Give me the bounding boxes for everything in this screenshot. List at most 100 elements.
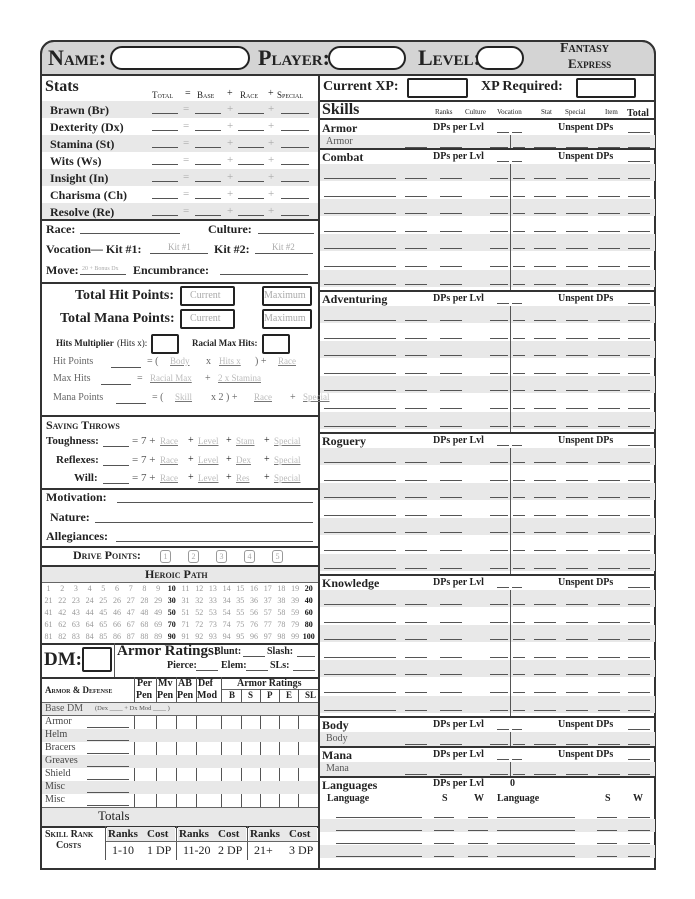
heroic-path-step[interactable]: 13	[208, 584, 217, 593]
save-total-field[interactable]	[103, 472, 129, 484]
formula-field[interactable]	[111, 356, 141, 368]
skill-name-field[interactable]	[324, 237, 396, 250]
stat-total-field[interactable]	[152, 136, 178, 148]
heroic-path-step[interactable]: 95	[236, 632, 245, 641]
culture-field[interactable]	[440, 185, 462, 197]
special-field[interactable]	[566, 415, 588, 427]
heroic-path-step[interactable]: 97	[263, 632, 272, 641]
stat-base-field[interactable]	[195, 170, 221, 182]
heroic-path-step[interactable]: 23	[71, 596, 80, 605]
culture-field[interactable]	[440, 557, 462, 569]
motivation-field[interactable]	[117, 491, 313, 503]
skill-name-field[interactable]	[324, 469, 396, 481]
vocation-field[interactable]	[513, 663, 525, 676]
heroic-path-step[interactable]: 24	[85, 596, 94, 605]
heroic-path-step[interactable]: 41	[44, 608, 53, 617]
heroic-path-step[interactable]: 61	[44, 620, 53, 629]
skill-name-field[interactable]	[324, 557, 396, 569]
heroic-path-step[interactable]: 96	[250, 632, 258, 641]
skill-name-field[interactable]	[324, 681, 396, 693]
language-s-field[interactable]	[434, 819, 454, 831]
ranks-field[interactable]	[405, 733, 427, 745]
heroic-path-step[interactable]: 36	[250, 596, 258, 605]
item-field[interactable]	[598, 309, 620, 321]
ranks-field[interactable]	[405, 185, 427, 197]
vocation-field[interactable]	[490, 237, 508, 250]
heroic-path-step[interactable]: 20	[304, 584, 313, 593]
stat-field[interactable]	[534, 327, 556, 339]
vocation-field[interactable]	[513, 486, 525, 499]
heroic-path-step[interactable]: 48	[140, 608, 149, 617]
vocation-field[interactable]	[490, 397, 508, 409]
stat-special-field[interactable]	[281, 153, 309, 165]
vocation-field[interactable]	[513, 521, 525, 534]
xp-required-field[interactable]	[576, 78, 636, 98]
stat-field[interactable]	[534, 504, 556, 516]
special-field[interactable]	[566, 486, 588, 499]
stat-field[interactable]	[534, 486, 556, 499]
total-field[interactable]	[628, 185, 650, 197]
unspent-dps-field[interactable]	[628, 576, 650, 588]
total-field[interactable]	[628, 255, 650, 267]
stat-special-field[interactable]	[281, 187, 309, 199]
item-field[interactable]	[598, 379, 620, 392]
total-field[interactable]	[628, 220, 650, 232]
special-field[interactable]	[566, 344, 588, 357]
item-field[interactable]	[598, 255, 620, 267]
stat-total-field[interactable]	[152, 204, 178, 216]
heroic-path-step[interactable]: 14	[222, 584, 231, 593]
current-hp-box[interactable]	[180, 286, 235, 306]
total-field[interactable]	[628, 202, 650, 215]
stat-field[interactable]	[534, 663, 556, 676]
heroic-path-step[interactable]: 90	[167, 632, 176, 641]
culture-field[interactable]	[440, 646, 462, 658]
heroic-path-step[interactable]: 9	[156, 584, 161, 593]
heroic-path-step[interactable]: 81	[44, 632, 53, 641]
heroic-path-step[interactable]: 94	[222, 632, 231, 641]
heroic-path-step[interactable]: 33	[208, 596, 217, 605]
total-field[interactable]	[628, 681, 650, 693]
heroic-path-step[interactable]: 60	[304, 608, 313, 617]
item-field[interactable]	[598, 202, 620, 215]
total-field[interactable]	[628, 237, 650, 250]
special-field[interactable]	[566, 611, 588, 623]
heroic-path-step[interactable]: 89	[154, 632, 163, 641]
language-s-field[interactable]	[597, 819, 617, 831]
stat-base-field[interactable]	[195, 187, 221, 199]
heroic-path-step[interactable]: 77	[263, 620, 272, 629]
item-field[interactable]	[598, 273, 620, 285]
ranks-field[interactable]	[405, 379, 427, 392]
heroic-path-step[interactable]: 17	[263, 584, 272, 593]
heroic-path-step[interactable]: 68	[140, 620, 149, 629]
item-field[interactable]	[598, 521, 620, 534]
vocation-field[interactable]	[513, 220, 525, 232]
language-s-field[interactable]	[434, 845, 454, 857]
drive-point-checkbox[interactable]: 2	[188, 550, 199, 563]
total-field[interactable]	[628, 521, 650, 534]
special-field[interactable]	[566, 557, 588, 569]
culture-field[interactable]	[440, 451, 462, 463]
stat-field[interactable]	[534, 699, 556, 711]
stat-total-field[interactable]	[152, 119, 178, 131]
stat-field[interactable]	[534, 733, 556, 745]
stat-field[interactable]	[534, 469, 556, 481]
vocation-field[interactable]	[513, 681, 525, 693]
total-field[interactable]	[628, 628, 650, 641]
dps-per-lvl-field[interactable]	[497, 576, 509, 588]
stat-field[interactable]	[534, 593, 556, 605]
special-field[interactable]	[566, 663, 588, 676]
heroic-path-step[interactable]: 25	[99, 596, 108, 605]
total-field[interactable]	[628, 397, 650, 409]
culture-field[interactable]	[440, 504, 462, 516]
culture-field[interactable]	[440, 628, 462, 641]
ranks-field[interactable]	[405, 539, 427, 551]
vocation-field[interactable]	[490, 539, 508, 551]
special-field[interactable]	[566, 397, 588, 409]
item-field[interactable]	[598, 344, 620, 357]
language-s-field[interactable]	[434, 806, 454, 818]
skill-name-field[interactable]	[324, 379, 396, 392]
heroic-path-step[interactable]: 22	[58, 596, 67, 605]
stat-field[interactable]	[534, 220, 556, 232]
special-field[interactable]	[566, 521, 588, 534]
total-field[interactable]	[628, 379, 650, 392]
